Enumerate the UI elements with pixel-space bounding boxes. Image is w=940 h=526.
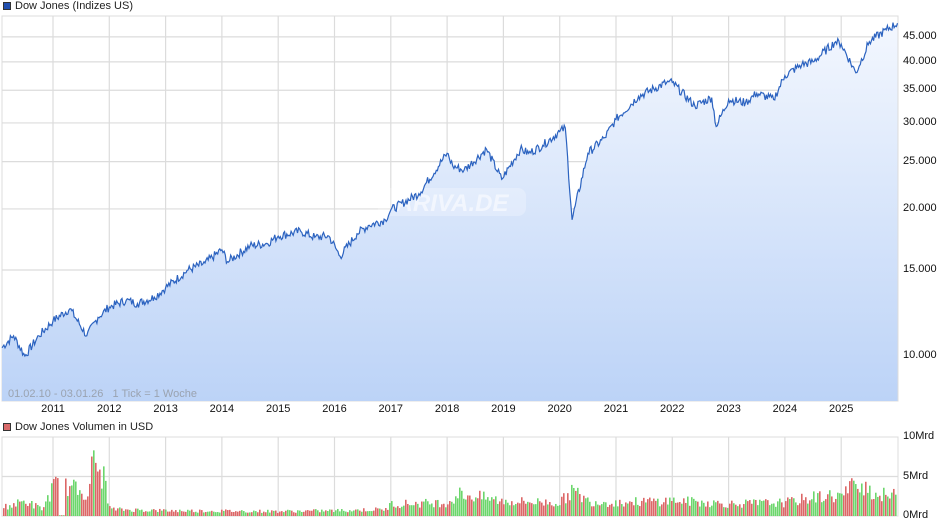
price-legend: Dow Jones (Indizes US) — [3, 0, 133, 12]
date-range-label: 01.02.10 - 03.01.26 1 Tick = 1 Woche — [8, 388, 197, 400]
volume-y-tick-label: 5Mrd — [903, 469, 929, 482]
price-legend-swatch — [3, 2, 11, 10]
volume-y-tick-label: 0Mrd — [903, 509, 929, 521]
x-tick-label: 2020 — [547, 403, 572, 415]
svg-text:ARIVA.DE: ARIVA.DE — [395, 190, 510, 217]
y-tick-label: 15.000 — [903, 262, 937, 275]
y-tick-label: 35.000 — [903, 83, 937, 96]
volume-bars — [3, 450, 897, 516]
price-legend-label: Dow Jones (Indizes US) — [15, 0, 133, 12]
x-tick-label: 2021 — [603, 403, 629, 415]
x-tick-label: 2022 — [660, 403, 685, 415]
y-tick-label: 40.000 — [903, 54, 937, 67]
tick-interval-text: 1 Tick = 1 Woche — [112, 388, 197, 400]
x-tick-label: 2012 — [97, 403, 122, 415]
y-tick-label: 45.000 — [903, 29, 937, 42]
x-tick-label: 2013 — [153, 403, 178, 415]
x-tick-label: 2023 — [716, 403, 741, 415]
volume-legend-swatch — [3, 423, 11, 431]
x-tick-label: 2015 — [265, 403, 291, 415]
x-tick-label: 2019 — [491, 403, 516, 415]
x-tick-label: 2016 — [322, 403, 347, 415]
range-text: 01.02.10 - 03.01.26 — [8, 388, 104, 400]
x-tick-label: 2011 — [41, 403, 65, 415]
y-tick-label: 25.000 — [903, 154, 937, 167]
volume-legend-label: Dow Jones Volumen in USD — [15, 421, 154, 433]
volume-y-tick-label: 10Mrd — [903, 430, 935, 442]
volume-legend: Dow Jones Volumen in USD — [3, 421, 153, 433]
y-tick-label: 20.000 — [903, 201, 937, 214]
price-area-fill — [2, 22, 898, 401]
x-tick-label: 2017 — [378, 403, 404, 415]
x-tick-label: 2024 — [772, 403, 798, 415]
x-tick-label: 2018 — [434, 403, 460, 415]
y-tick-label: 10.000 — [903, 349, 937, 361]
x-tick-label: 2025 — [828, 403, 854, 415]
x-tick-label: 2014 — [209, 403, 235, 415]
y-tick-label: 30.000 — [903, 115, 937, 128]
price-line — [1, 22, 899, 358]
